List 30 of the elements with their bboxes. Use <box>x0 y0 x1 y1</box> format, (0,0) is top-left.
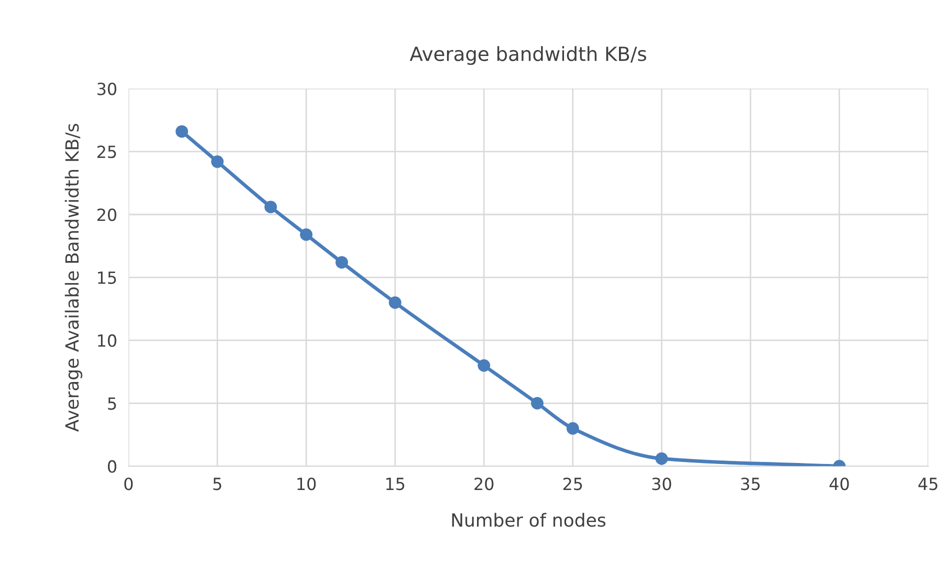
y-tick-label: 5 <box>108 397 116 410</box>
x-tick-label: 20 <box>474 478 494 490</box>
point <box>336 256 348 269</box>
y-axis-title: Average Available Bandwidth KB/s <box>64 124 82 432</box>
x-tick-label: 10 <box>297 478 316 490</box>
y-tick-label: 15 <box>98 272 116 284</box>
x-tick-label: 40 <box>830 478 849 490</box>
x-tick-label: 30 <box>652 478 672 490</box>
point <box>478 359 490 372</box>
point <box>300 228 312 241</box>
point <box>211 155 224 168</box>
point <box>264 200 277 214</box>
y-tick-label: 0 <box>108 460 116 473</box>
y-tick-label: 25 <box>97 146 116 158</box>
point <box>176 125 188 138</box>
point <box>530 397 544 410</box>
x-tick-label: 0 <box>124 478 133 490</box>
point <box>655 452 668 465</box>
x-tick-label: 35 <box>741 478 760 490</box>
chart-title: Average bandwidth KB/s <box>410 46 646 65</box>
x-tick-label: 25 <box>563 478 582 490</box>
x-tick-label: 15 <box>386 478 404 490</box>
x-tick-label: 45 <box>918 478 938 490</box>
point <box>566 422 580 435</box>
y-tick-label: 30 <box>97 82 116 96</box>
x-axis-title: Number of nodes <box>452 512 606 527</box>
y-tick-label: 10 <box>98 334 116 347</box>
point <box>388 296 402 309</box>
y-tick-label: 20 <box>97 208 116 222</box>
x-tick-label: 5 <box>213 478 222 490</box>
